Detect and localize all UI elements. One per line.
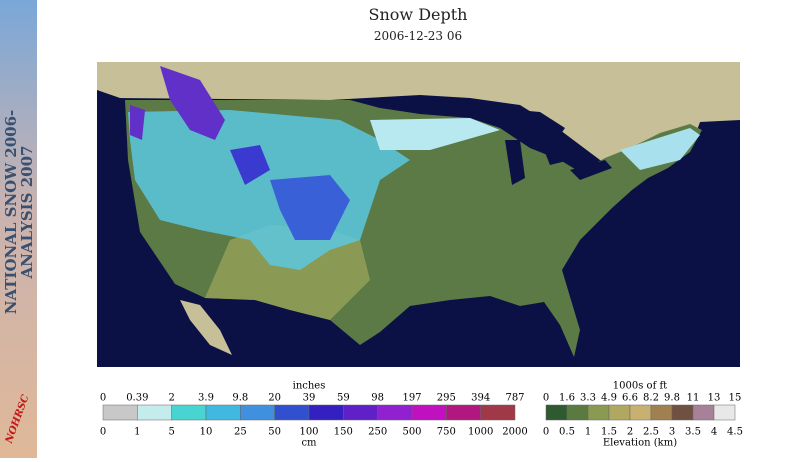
legend-label: 5: [168, 427, 174, 438]
title: Snow Depth: [369, 5, 468, 24]
lake: [540, 138, 570, 165]
banner: [0, 0, 37, 458]
color-swatch: [240, 404, 275, 421]
snow-cover: [128, 110, 410, 270]
map: [97, 62, 740, 367]
legend-label: 787: [505, 393, 524, 404]
color-swatch: [274, 404, 310, 421]
legend-label: 250: [368, 427, 387, 438]
legend-label: 25: [234, 427, 247, 438]
color-swatch: [137, 404, 172, 421]
color-swatch: [205, 404, 241, 421]
legend-label: 39: [303, 393, 316, 404]
legend-label: 0.39: [126, 393, 148, 404]
color-swatch: [308, 404, 344, 421]
legend-label: 9.8: [664, 393, 680, 404]
legend-label: 4.5: [727, 427, 743, 438]
legend-label: 10: [200, 427, 213, 438]
legend-label: 0: [543, 427, 549, 438]
legend-label: 100: [299, 427, 318, 438]
legend-label: 98: [371, 393, 384, 404]
color-swatch: [566, 404, 589, 421]
banner-line: NATIONAL SNOW 2006-: [2, 110, 20, 315]
color-swatch: [446, 404, 481, 421]
date: 2006-12-23 06: [374, 29, 462, 43]
color-swatch: [692, 404, 715, 421]
legend-label: 13: [708, 393, 721, 404]
legend-label: 295: [437, 393, 456, 404]
legend-label: 2.5: [643, 427, 659, 438]
legend-label: 59: [337, 393, 350, 404]
legend-title: inches: [293, 381, 326, 392]
legend-label: 394: [471, 393, 490, 404]
legend-label: 1: [585, 427, 591, 438]
snow-deep: [270, 175, 350, 240]
color-swatch: [650, 404, 673, 421]
banner-line: ANALYSIS 2007: [18, 146, 36, 280]
snow-cover: [370, 118, 500, 150]
lake: [505, 140, 525, 185]
legend-title: Elevation (km): [603, 438, 677, 449]
color-swatch: [343, 404, 378, 421]
lake: [495, 108, 565, 142]
legend-label: 50: [268, 427, 281, 438]
legend-label: 2000: [502, 427, 527, 438]
legend-label: 3.5: [685, 427, 701, 438]
legend-label: 0: [100, 393, 106, 404]
snow-deep: [130, 105, 145, 140]
legend-label: 1: [134, 427, 140, 438]
banner-text: NATIONAL SNOW 2006- ANALYSIS 2007: [2, 110, 36, 315]
legend-title: cm: [301, 438, 317, 449]
snow-cover: [620, 128, 700, 170]
color-swatch: [480, 404, 516, 421]
legend-label: 1000: [468, 427, 493, 438]
legend-label: 1.5: [601, 427, 617, 438]
legend-label: 9.8: [232, 393, 248, 404]
legend-label: 0: [100, 427, 106, 438]
color-swatch: [102, 404, 138, 421]
legend-label: 3.3: [580, 393, 596, 404]
legend-label: 0: [543, 393, 549, 404]
legend-label: 750: [437, 427, 456, 438]
color-swatch: [377, 404, 413, 421]
legend-label: 4: [711, 427, 717, 438]
legend-label: 150: [334, 427, 353, 438]
color-swatch: [629, 404, 652, 421]
snow-deep: [160, 66, 225, 140]
color-swatch: [171, 404, 207, 421]
legend-label: 20: [268, 393, 281, 404]
legend-label: 0.5: [559, 427, 575, 438]
legend-label: 6.6: [622, 393, 638, 404]
color-swatch: [545, 404, 568, 421]
legend-label: 3: [669, 427, 675, 438]
color-swatch: [411, 404, 447, 421]
legend-label: 2: [627, 427, 633, 438]
legend-label: 500: [402, 427, 421, 438]
legend-label: 11: [687, 393, 700, 404]
color-swatch: [671, 404, 694, 421]
legend-label: 8.2: [643, 393, 659, 404]
color-swatch: [608, 404, 631, 421]
legend-title: 1000s of ft: [613, 381, 667, 392]
legend-label: 3.9: [198, 393, 214, 404]
canada: [97, 62, 740, 170]
legend-label: 2: [168, 393, 174, 404]
color-swatch: [587, 404, 610, 421]
legend-label: 4.9: [601, 393, 617, 404]
mexico: [180, 300, 232, 355]
legend-label: 1.6: [559, 393, 575, 404]
snow-deep: [230, 145, 270, 185]
lake: [570, 160, 612, 180]
legend-label: 197: [402, 393, 421, 404]
legend-label: 15: [729, 393, 742, 404]
color-swatch: [713, 404, 736, 421]
